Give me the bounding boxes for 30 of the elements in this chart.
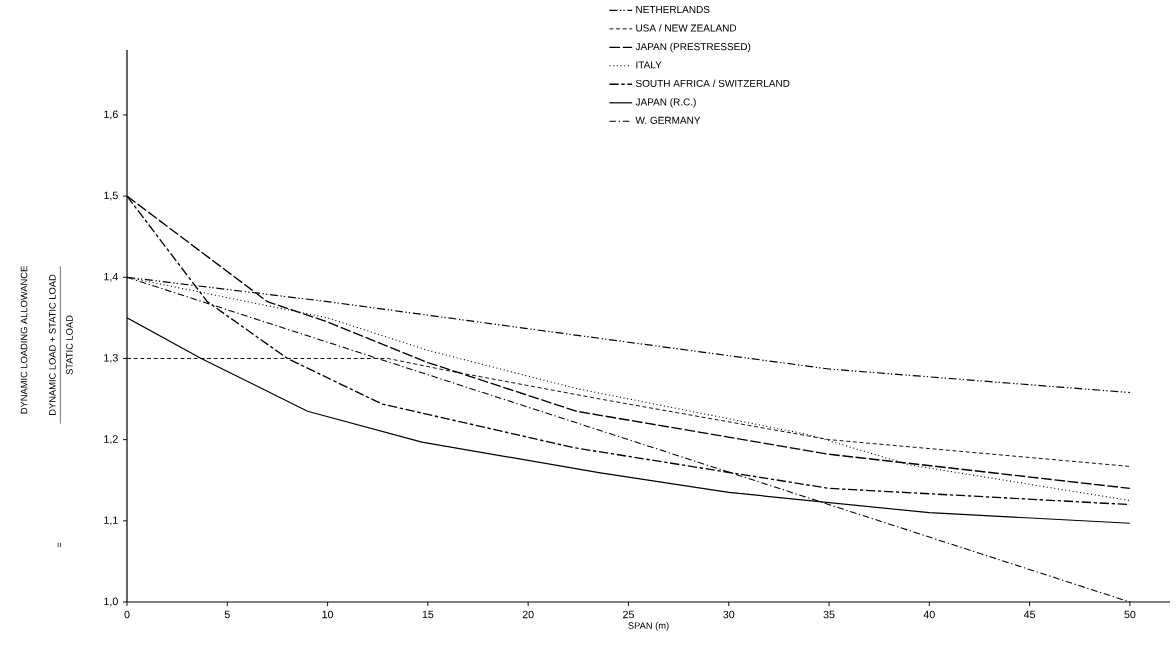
x-axis-title: SPAN (m) <box>628 622 669 631</box>
x-tick-label: 40 <box>923 610 935 619</box>
text: DYNAMIC LOAD + STATIC LOAD <box>49 274 56 415</box>
x-tick-label: 5 <box>224 610 230 619</box>
legend-label: JAPAN (R.C.) <box>635 98 696 108</box>
y-tick-label: 1,0 <box>104 597 118 607</box>
text: DYNAMIC LOADING ALLOWANCE <box>20 266 28 414</box>
text: STATIC LOAD <box>66 315 73 375</box>
x-tick-label: 10 <box>322 610 334 619</box>
legend-label: ITALY <box>636 61 662 69</box>
x-tick-label: 50 <box>1124 610 1136 619</box>
y-tick-label: 1,5 <box>104 191 118 201</box>
legend-label: W. GERMANY <box>635 116 701 124</box>
x-tick-label: 30 <box>723 610 735 619</box>
x-tick-label: 0 <box>124 610 130 619</box>
x-tick-label: 35 <box>823 610 835 619</box>
y-tick-label: 1,2 <box>104 435 118 445</box>
legend-label: NETHERLANDS <box>636 5 710 14</box>
x-tick-label: 20 <box>522 610 534 619</box>
x-tick-label: 25 <box>623 610 634 619</box>
x-tick-label: 15 <box>422 610 434 619</box>
legend-label: USA / NEW ZEALAND <box>636 24 737 32</box>
y-tick-label: 1,3 <box>104 354 118 363</box>
y-tick-label: 1,4 <box>104 272 118 282</box>
y-tick-label: 1,6 <box>104 110 118 120</box>
y-tick-label: 1,1 <box>104 516 118 526</box>
legend-label: JAPAN (PRESTRESSED) <box>635 42 751 53</box>
legend-label: SOUTH AFRICA / SWITZERLAND <box>635 79 790 87</box>
x-tick-label: 45 <box>1023 610 1036 619</box>
text: = <box>57 542 61 548</box>
